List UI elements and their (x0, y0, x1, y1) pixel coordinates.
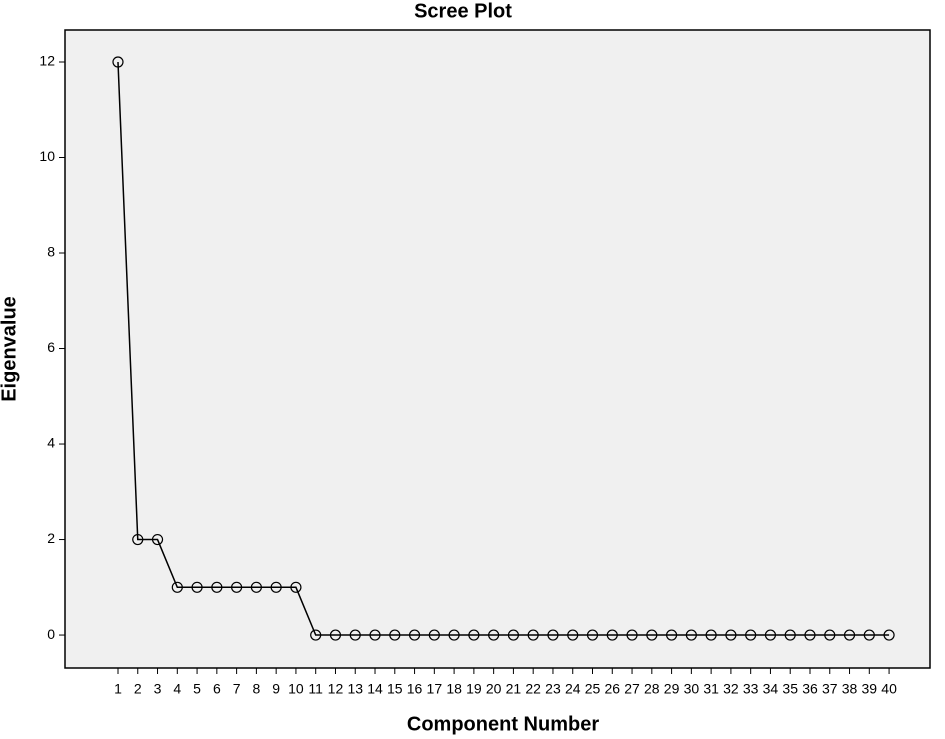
x-tick-label: 12 (328, 681, 344, 697)
y-axis-label: Eigenvalue (0, 296, 20, 402)
x-tick-label: 6 (213, 681, 221, 697)
point (685, 629, 697, 641)
x-tick-label: 23 (545, 681, 561, 697)
chart-title: Scree Plot (414, 0, 512, 22)
x-tick-label: 29 (664, 681, 680, 697)
point (428, 629, 440, 641)
x-tick-label: 9 (272, 681, 280, 697)
point (468, 629, 480, 641)
y-tick-label: 12 (39, 53, 55, 69)
point (527, 629, 539, 641)
x-axis-label: Component Number (407, 713, 599, 735)
x-tick-label: 3 (154, 681, 162, 697)
point (329, 629, 342, 641)
x-tick-label: 11 (308, 681, 323, 697)
x-tick-label: 22 (525, 681, 541, 697)
point (824, 629, 836, 641)
point (586, 629, 599, 641)
x-tick-label: 36 (802, 681, 818, 697)
x-tick-label: 17 (427, 681, 443, 697)
y-tick-label: 2 (47, 530, 55, 546)
point (448, 629, 460, 641)
x-tick-label: 34 (763, 681, 779, 697)
x-tick-label: 38 (842, 681, 858, 697)
x-tick-label: 32 (723, 681, 739, 697)
x-tick-label: 26 (604, 681, 620, 697)
point (745, 629, 757, 641)
point (804, 629, 816, 641)
line (117, 61, 890, 636)
x-tick-label: 33 (743, 681, 759, 697)
point (250, 581, 262, 593)
point (369, 629, 381, 641)
x-tick-label: 39 (862, 681, 878, 697)
point (567, 629, 579, 641)
x-tick-label: 10 (288, 681, 304, 697)
y-tick-label: 4 (47, 435, 55, 451)
point (488, 629, 500, 641)
point (151, 533, 164, 546)
point (290, 581, 302, 593)
x-tick-label: 35 (782, 681, 798, 697)
plot-area (64, 29, 931, 669)
x-tick-label: 19 (466, 681, 482, 697)
x-tick-label: 16 (407, 681, 423, 697)
x-tick-label: 20 (486, 681, 502, 697)
point (310, 629, 322, 641)
x-tick-label: 8 (252, 681, 260, 697)
point (646, 629, 658, 641)
x-tick-label: 28 (644, 681, 660, 697)
y-tick-label: 6 (47, 339, 55, 355)
point (606, 629, 618, 641)
x-tick-label: 27 (624, 681, 640, 697)
point (883, 629, 895, 641)
point (191, 581, 203, 593)
x-tick-label: 40 (881, 681, 897, 697)
point (270, 581, 282, 593)
x-tick-label: 13 (347, 681, 363, 697)
x-tick-label: 31 (703, 681, 719, 697)
x-tick-label: 7 (233, 681, 241, 697)
point (211, 581, 223, 593)
x-tick-label: 21 (506, 681, 522, 697)
x-tick-label: 37 (822, 681, 838, 697)
point (705, 629, 717, 641)
x-tick-label: 24 (565, 681, 581, 697)
point (626, 629, 638, 641)
point (349, 629, 361, 641)
x-tick-label: 4 (173, 681, 181, 697)
point (547, 629, 559, 641)
x-tick-label: 15 (387, 681, 403, 697)
point (112, 56, 124, 68)
x-tick-label: 14 (367, 681, 383, 697)
point (171, 581, 183, 593)
point (725, 629, 737, 641)
y-tick-label: 10 (39, 148, 55, 164)
x-tick-label: 1 (114, 681, 122, 697)
x-tick-label: 2 (134, 681, 142, 697)
point (389, 629, 401, 641)
point (764, 629, 777, 641)
x-tick-label: 18 (446, 681, 462, 697)
point (231, 581, 243, 593)
point (408, 629, 421, 641)
x-tick-label: 30 (684, 681, 700, 697)
x-tick-label: 5 (193, 681, 201, 697)
point (784, 629, 796, 641)
y-tick-label: 8 (47, 244, 55, 260)
point (843, 629, 856, 641)
point (665, 629, 678, 641)
x-tick-label: 25 (585, 681, 601, 697)
y-tick-label: 0 (47, 626, 55, 642)
point (132, 533, 144, 546)
point (863, 629, 875, 641)
point (507, 629, 520, 641)
